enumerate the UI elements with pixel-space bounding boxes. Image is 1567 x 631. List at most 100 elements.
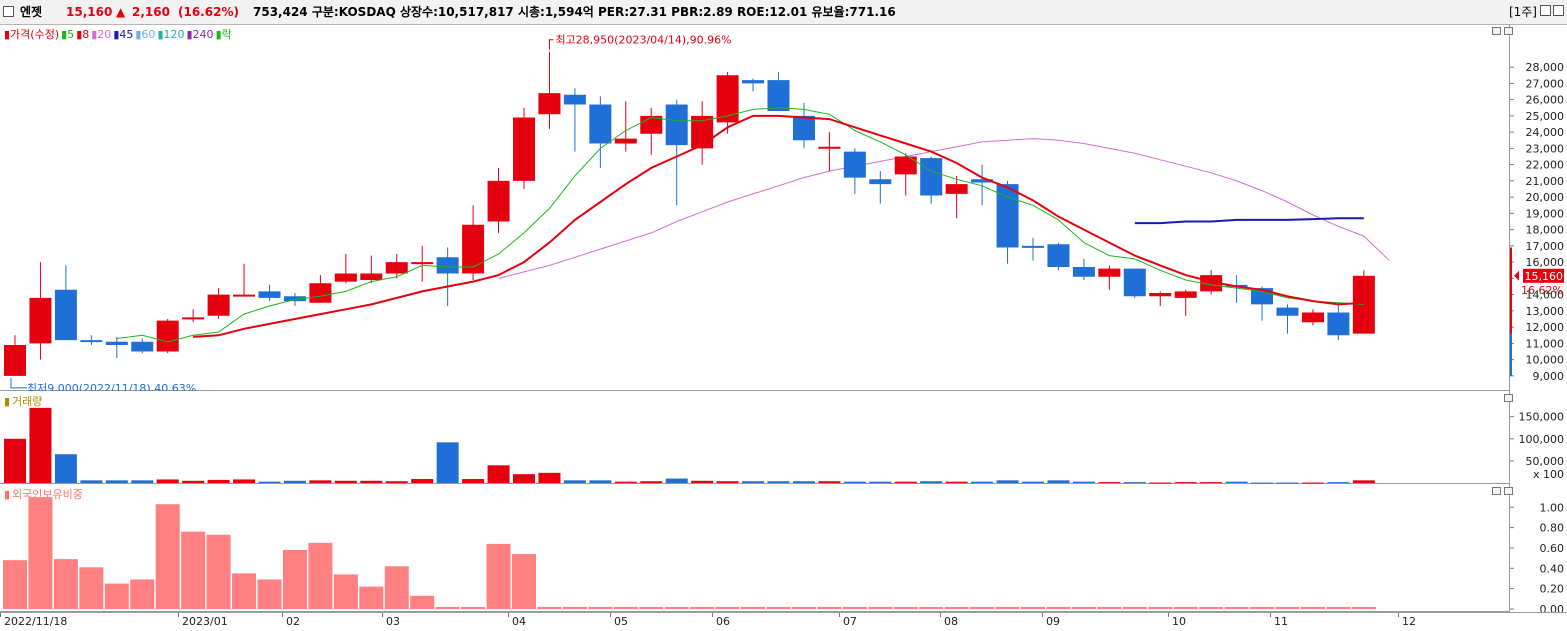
candle-body — [1022, 245, 1044, 248]
volume-bar — [640, 481, 663, 483]
volume-bar — [767, 481, 790, 483]
foreign-ratio-bar — [1046, 606, 1071, 609]
price-chart-panel[interactable]: ▮가격(수정) ▮5 ▮8 ▮20 ▮45 ▮60 ▮120 ▮240 ▮락 28,000 27,… — [0, 24, 1567, 391]
volume-bar — [1327, 482, 1350, 484]
foreign-ratio-bar — [588, 606, 613, 609]
candle — [1352, 270, 1375, 334]
x-tick — [382, 613, 383, 617]
x-tick — [282, 613, 283, 617]
ma20-line — [498, 138, 1390, 279]
y-tick-label: 16,000 — [1526, 256, 1565, 269]
panel-close-icon[interactable] — [1504, 27, 1513, 35]
low-marker — [10, 377, 27, 389]
volume-bar — [462, 479, 485, 483]
candle — [920, 156, 943, 204]
candle — [1072, 258, 1095, 280]
volume-legend: ▮ 거래량 — [4, 395, 43, 408]
x-axis-label: 12 — [1402, 615, 1416, 628]
legend-item: ▮45 — [113, 28, 134, 41]
candle-body — [589, 104, 612, 144]
candle — [207, 288, 230, 319]
candle-body — [665, 104, 688, 146]
volume-bar — [1072, 481, 1095, 483]
y-tick-label: 12,000 — [1526, 321, 1565, 334]
foreign-ratio-bar — [282, 549, 307, 609]
foreign-ratio-bar — [79, 567, 104, 609]
volume-chart-panel[interactable]: ▮ 거래량 150,000 100,000 50,000 x 100 — [0, 391, 1567, 484]
y-tick-label: 22,000 — [1526, 159, 1565, 172]
volume-bar — [971, 481, 994, 483]
candle — [563, 88, 586, 152]
candle-body — [792, 115, 815, 141]
candle — [360, 255, 383, 284]
volume-bar — [996, 480, 1019, 483]
panel-close-icon[interactable] — [1504, 394, 1513, 402]
x-axis: 2022/11/18 2023/01 02 03 04 05 06 07 08 09 10 11 12 — [0, 612, 1567, 631]
ma8-line — [193, 114, 1364, 338]
panel-close-icon[interactable] — [1504, 487, 1513, 495]
foreign-ratio-bar — [308, 542, 333, 609]
current-price-box — [1523, 268, 1564, 283]
y-tick-label: 0.80 — [1540, 522, 1565, 535]
foreign-ratio-bar — [1097, 606, 1122, 609]
foreign-ratio-bar — [410, 595, 435, 609]
candle-body — [513, 117, 535, 181]
foreign-ownership-panel[interactable]: ▮ 외국인보유비중 1.00 0.80 0.60 0.40 0.20 0.00 — [0, 484, 1567, 612]
candle — [105, 336, 128, 358]
volume-bar — [716, 481, 739, 483]
y-tick-label: 20,000 — [1526, 191, 1565, 204]
candle — [233, 263, 256, 297]
price-change: 2,160 — [132, 5, 170, 19]
volume-bar — [233, 479, 256, 483]
candle — [1047, 242, 1070, 271]
x-axis-label: 06 — [716, 615, 730, 628]
candle — [1276, 304, 1299, 334]
foreign-ratio-bar — [562, 606, 587, 609]
x-tick — [508, 613, 509, 617]
foreign-ratio-bar — [893, 606, 918, 609]
volume-bar — [665, 478, 688, 483]
volume-legend-label: 거래량 — [12, 395, 43, 408]
x-tick — [1270, 613, 1271, 617]
y-tick-label: 25,000 — [1526, 110, 1565, 123]
y-tick-label: 14,000 — [1526, 289, 1565, 302]
foreign-ratio-bar — [435, 606, 460, 609]
foreign-ownership-chart[interactable]: 1.00 0.80 0.60 0.40 0.20 0.00 — [0, 484, 1567, 612]
panel-maximize-icon[interactable] — [1492, 27, 1501, 35]
x-axis-label: 2023/01 — [182, 615, 228, 628]
foreign-ratio-bar — [130, 579, 155, 609]
x-axis-label: 02 — [286, 615, 300, 628]
foreign-ratio-bar — [3, 560, 27, 609]
volume-bar — [283, 480, 306, 483]
select-checkbox[interactable] — [3, 6, 14, 17]
x-tick — [1168, 613, 1169, 617]
candle-body — [1301, 312, 1324, 323]
volume-bar — [80, 480, 103, 483]
volume-bar — [1276, 482, 1299, 484]
y-tick-label: 28,000 — [1526, 61, 1565, 74]
candle-body — [233, 294, 256, 297]
price-chart[interactable]: 28,000 27,000 26,000 25,000 24,000 23,000 22,0… — [0, 24, 1567, 391]
candle-body — [156, 320, 179, 352]
candle-body — [360, 273, 383, 280]
x-tick — [712, 613, 713, 617]
candle — [513, 107, 535, 189]
volume-bar — [691, 480, 714, 483]
candle-body — [436, 257, 459, 274]
y-tick-label: 21,000 — [1526, 175, 1565, 188]
y-tick-label: 50,000 — [1526, 455, 1565, 468]
price-range-bar — [1510, 247, 1512, 276]
panel-maximize-icon[interactable] — [1492, 487, 1501, 495]
candle — [29, 262, 52, 360]
candle-body — [385, 262, 408, 274]
period-selector[interactable]: [1주] — [1508, 5, 1537, 19]
volume-bar — [894, 481, 917, 483]
stock-name: 엔젯 — [20, 5, 43, 19]
x-axis-label: 11 — [1274, 615, 1288, 628]
close-icon[interactable] — [1553, 5, 1564, 16]
candle — [843, 148, 866, 194]
volume-bar — [1225, 481, 1248, 483]
window-menu-icon[interactable] — [1540, 5, 1551, 16]
candle-body — [742, 80, 765, 84]
